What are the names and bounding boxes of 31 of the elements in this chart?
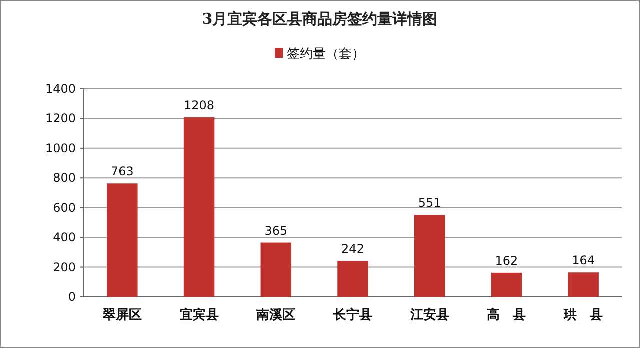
bar: [414, 215, 446, 297]
data-label: 164: [572, 254, 596, 268]
y-tick-label: 1200: [45, 112, 76, 126]
bar: [568, 272, 599, 297]
y-tick-label: 1000: [45, 141, 76, 156]
data-label: 551: [418, 196, 442, 210]
bar: [338, 261, 368, 297]
x-tick-label: 翠屏区: [102, 308, 142, 323]
x-tick-label: 江安县: [409, 307, 450, 323]
data-label: 763: [110, 164, 134, 179]
y-tick-label: 200: [53, 260, 76, 274]
y-tick-label: 0: [68, 290, 76, 304]
bar: [491, 272, 522, 297]
x-tick-label: 宜宾县: [180, 307, 219, 323]
data-label: 1208: [184, 98, 215, 113]
data-label: 162: [495, 254, 518, 268]
x-tick-label: 高 县: [487, 307, 526, 323]
data-label: 242: [342, 242, 364, 256]
x-tick-label: 珙 县: [563, 308, 604, 323]
legend: 签约量（套）: [275, 47, 365, 62]
data-label: 365: [264, 224, 288, 238]
bar: [107, 184, 138, 297]
y-tick-label: 1400: [45, 82, 76, 96]
chart-title: 3月宜宾各区县商品房签约量详情图: [202, 10, 438, 28]
y-tick-label: 800: [53, 171, 76, 186]
y-tick-label: 600: [53, 200, 76, 215]
bar: [260, 242, 292, 297]
bar: [184, 118, 215, 297]
x-tick-label: 南溪区: [256, 308, 296, 323]
x-tick-label: 长宁县: [332, 307, 372, 323]
y-tick-label: 400: [53, 230, 76, 245]
